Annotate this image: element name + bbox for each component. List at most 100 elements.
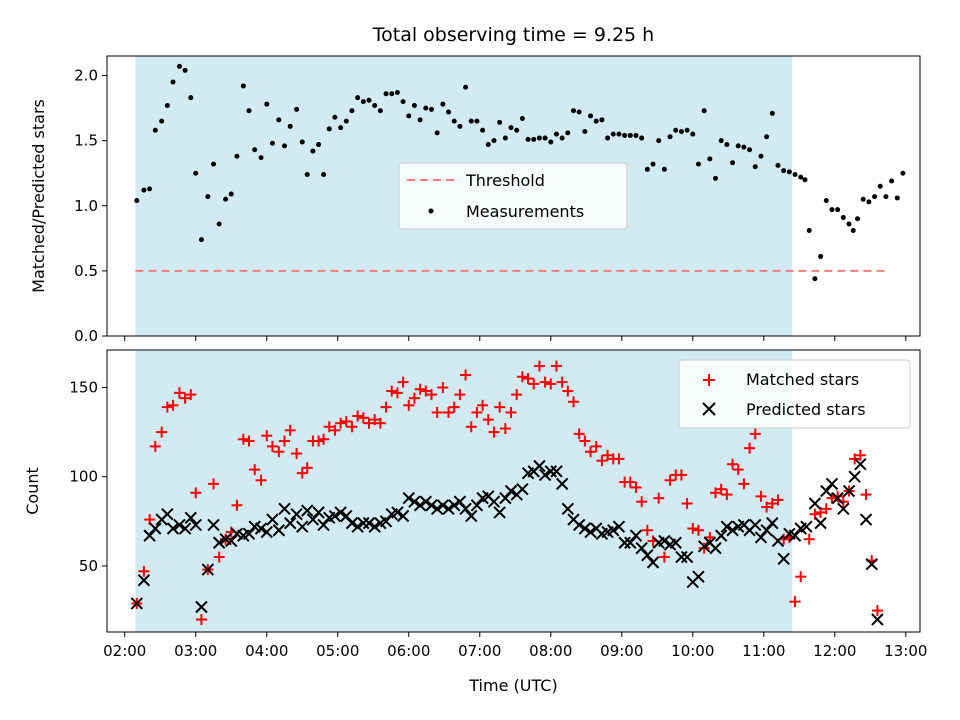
measurement-point: [548, 139, 554, 145]
predicted-star-point: [760, 524, 773, 537]
predicted-star-point: [465, 509, 478, 523]
measurement-point: [159, 118, 165, 124]
measurement-point: [741, 144, 747, 150]
measurement-point: [519, 116, 525, 122]
x-tick-label: 06:00: [387, 642, 430, 660]
predicted-star-point: [720, 520, 734, 533]
measurement-point: [860, 196, 866, 202]
top-legend-box: [398, 162, 628, 230]
matched-star-point: [408, 392, 420, 404]
predicted-star-point: [612, 520, 626, 533]
matched-star-point: [641, 524, 653, 536]
predicted-star-point: [831, 491, 844, 505]
measurement-point: [360, 99, 366, 105]
matched-star-point: [516, 371, 528, 383]
x-tick-label: 11:00: [742, 642, 785, 660]
matched-star-point: [167, 399, 179, 411]
predicted-star-point: [865, 557, 878, 571]
bottom-y-axis-label: Count: [23, 467, 42, 515]
measurement-point: [553, 131, 559, 137]
measurement-point: [282, 143, 288, 149]
matched-star-point: [636, 496, 648, 508]
measurement-point: [752, 164, 758, 170]
predicted-star-point: [820, 484, 833, 498]
matched-star-point: [420, 385, 432, 397]
predicted-star-point: [402, 491, 415, 505]
matched-star-point: [749, 428, 761, 440]
measurement-point: [246, 108, 252, 114]
count-points: [130, 360, 884, 626]
predicted-star-point: [345, 516, 359, 530]
matched-star-point: [820, 503, 832, 515]
measurement-point: [536, 135, 542, 141]
predicted-star-point: [726, 524, 739, 537]
predicted-star-point: [538, 468, 552, 482]
predicted-star-point: [680, 550, 694, 564]
predicted-star-point: [161, 507, 174, 521]
matched-star-point: [573, 428, 585, 440]
x-tick-label: 09:00: [600, 642, 643, 660]
predicted-star-point: [368, 520, 381, 533]
measurement-points: [134, 63, 906, 282]
matched-star-point: [448, 401, 460, 413]
predicted-star-point: [669, 536, 682, 549]
predicted-star-point: [854, 458, 867, 471]
matched-star-point: [755, 490, 767, 502]
measurement-point: [650, 161, 656, 167]
matched-star-point: [624, 476, 636, 488]
measurement-point: [616, 131, 622, 137]
predicted-star-point: [419, 495, 433, 508]
measurement-point: [900, 170, 906, 176]
predicted-star-point: [544, 465, 557, 478]
measurement-point: [775, 162, 781, 168]
legend-predicted-swatch: [702, 402, 716, 416]
predicted-star-point: [312, 506, 325, 519]
matched-star-point: [738, 478, 750, 490]
predicted-star-point: [578, 522, 592, 535]
predicted-star-point: [396, 509, 410, 523]
predicted-star-point: [658, 534, 671, 548]
matched-star-point: [761, 501, 773, 513]
matched-star-point: [425, 389, 437, 401]
measurement-point: [582, 129, 588, 135]
top-y-tick-label: 0.5: [74, 262, 98, 280]
measurement-point: [894, 195, 900, 201]
measurement-point: [310, 148, 316, 154]
measurement-point: [769, 110, 775, 116]
matched-star-point: [340, 415, 352, 427]
matched-star-point: [772, 494, 784, 506]
measurement-point: [316, 142, 322, 148]
predicted-star-point: [296, 520, 309, 533]
measurement-point: [559, 135, 565, 141]
measurement-point: [451, 118, 457, 124]
measurement-point: [866, 199, 872, 205]
matched-star-point: [374, 417, 386, 429]
predicted-star-point: [459, 502, 472, 516]
measurement-point: [713, 175, 719, 181]
bottom-x-axis: 02:00 03:00 04:00 05:00 06:00 07:00 08:00 09:00…: [103, 632, 927, 660]
matched-star-point: [323, 421, 335, 433]
measurement-point: [695, 161, 701, 167]
measurement-point: [850, 228, 856, 234]
matched-star-point: [266, 440, 278, 452]
measurement-point: [812, 276, 818, 282]
predicted-star-point: [624, 536, 637, 549]
matched-star-point: [854, 449, 866, 461]
predicted-star-point: [692, 570, 705, 583]
measurement-point: [134, 198, 140, 204]
matched-star-point: [556, 376, 568, 388]
matched-star-point: [237, 433, 249, 445]
predicted-star-point: [225, 534, 238, 548]
measurement-point: [724, 142, 730, 148]
measurement-point: [463, 84, 469, 90]
measurement-point: [818, 254, 824, 260]
measurement-point: [252, 147, 258, 153]
predicted-star-point: [328, 509, 342, 523]
top-x-axis: [124, 336, 907, 341]
matched-star-point: [567, 396, 579, 408]
measurement-point: [152, 127, 158, 133]
measurement-point: [525, 136, 531, 142]
measurement-point: [673, 127, 679, 133]
